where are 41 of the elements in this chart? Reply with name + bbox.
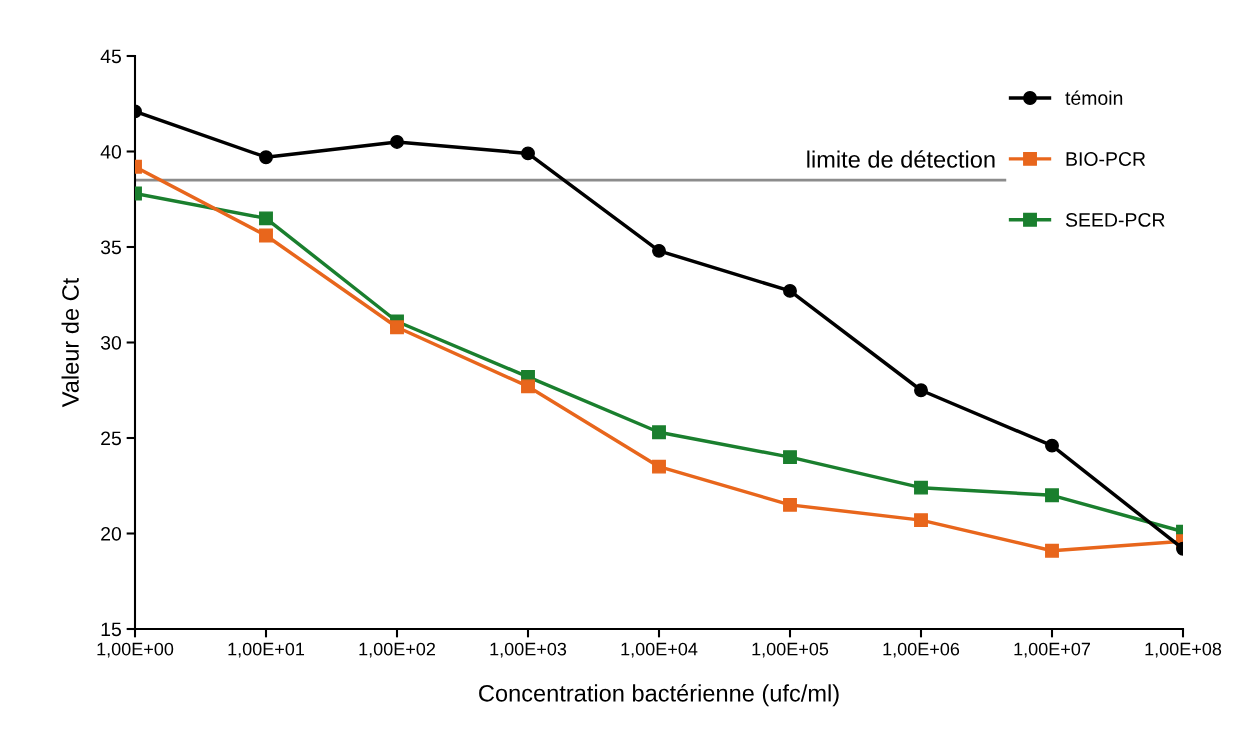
x-tick-label: 1,00E+06 xyxy=(883,642,960,658)
point xyxy=(521,146,535,161)
legend-label: témoin xyxy=(1065,90,1123,105)
point xyxy=(914,513,928,528)
point xyxy=(914,383,928,398)
y-tick-label: 15 xyxy=(101,622,121,637)
y-tick-label: 30 xyxy=(100,335,122,350)
point xyxy=(914,480,928,495)
x-tick-label: 1,00E+08 xyxy=(1145,642,1222,658)
x-tick-label: 1,00E+05 xyxy=(752,642,829,658)
point xyxy=(783,450,797,465)
point xyxy=(1045,543,1059,558)
y-tick-label: 45 xyxy=(100,49,121,64)
point xyxy=(783,497,797,512)
point xyxy=(783,283,797,298)
x-tick-label: 1,00E+07 xyxy=(1014,642,1090,658)
x-tick-label: 1,00E+00 xyxy=(97,642,174,658)
x-tick-label: 1,00E+03 xyxy=(490,642,567,658)
point xyxy=(390,320,404,335)
legend-label: SEED-PCR xyxy=(1065,213,1165,227)
y-tick-label: 40 xyxy=(100,144,122,159)
point xyxy=(652,425,666,440)
y-axis-title: Valeur de Ct xyxy=(61,277,79,408)
point xyxy=(652,243,666,258)
point xyxy=(259,150,273,165)
point xyxy=(521,379,535,394)
y-tick-label: 20 xyxy=(101,526,122,541)
x-tick-label: 1,00E+04 xyxy=(621,642,698,658)
x-axis-title: Concentration bactérienne (ufc/ml) xyxy=(479,684,839,707)
point xyxy=(652,459,666,474)
point xyxy=(1045,438,1059,453)
legend-label: BIO-PCR xyxy=(1066,152,1146,166)
point xyxy=(390,135,404,149)
point xyxy=(259,211,273,226)
y-tick-label: 35 xyxy=(100,240,121,255)
x-tick-label: 1,00E+01 xyxy=(228,642,305,658)
point xyxy=(259,228,273,243)
x-tick-label: 1,00E+02 xyxy=(359,642,435,658)
y-tick-label: 25 xyxy=(101,431,121,446)
point xyxy=(1045,488,1059,503)
ref-line-label: limite de détection xyxy=(807,150,995,168)
